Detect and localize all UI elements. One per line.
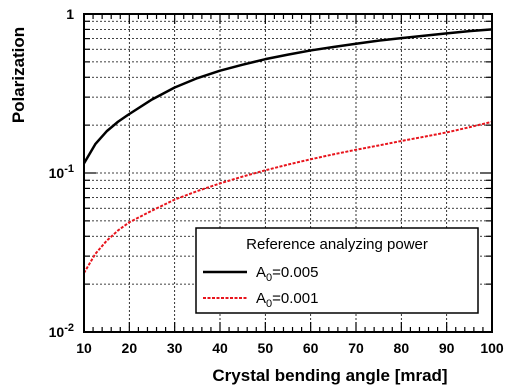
series-line-red bbox=[83, 120, 493, 274]
x-tick-label: 40 bbox=[212, 340, 228, 356]
legend-label-red: A0=0.001 bbox=[256, 290, 318, 310]
x-tick-label: 90 bbox=[439, 340, 455, 356]
legend-label-red-sub: 0 bbox=[266, 298, 272, 310]
y-axis-title: Polarization bbox=[9, 27, 28, 123]
y-tick-labels: 10-2 10-1 1 bbox=[49, 6, 75, 340]
x-tick-label: 100 bbox=[480, 340, 504, 356]
x-tick-label: 30 bbox=[167, 340, 183, 356]
y-tick-label: 10-1 bbox=[49, 163, 74, 181]
x-tick-label: 80 bbox=[394, 340, 410, 356]
x-axis-title: Crystal bending angle [mrad] bbox=[212, 366, 447, 385]
legend-label-black-prefix: A bbox=[256, 264, 266, 281]
legend-label-red-suffix: =0.001 bbox=[272, 290, 318, 307]
legend-label-red-prefix: A bbox=[256, 290, 266, 307]
x-tick-label: 60 bbox=[303, 340, 319, 356]
x-tick-labels: 10 20 30 40 50 60 70 80 90 100 bbox=[76, 340, 504, 356]
legend-title: Reference analyzing power bbox=[246, 236, 428, 253]
series-line-black bbox=[82, 28, 493, 164]
x-tick-label: 10 bbox=[76, 340, 92, 356]
legend: Reference analyzing power A0=0.005 A0=0.… bbox=[195, 227, 479, 314]
x-tick-label: 50 bbox=[258, 340, 274, 356]
y-tick-label: 10-2 bbox=[49, 322, 74, 340]
series-layer bbox=[82, 28, 493, 274]
x-tick-label: 70 bbox=[348, 340, 364, 356]
legend-label-black-sub: 0 bbox=[266, 272, 272, 284]
plot-frame bbox=[83, 13, 493, 333]
y-tick-label: 1 bbox=[66, 6, 74, 22]
legend-label-black: A0=0.005 bbox=[256, 264, 318, 284]
legend-label-black-suffix: =0.005 bbox=[272, 264, 318, 281]
x-tick-label: 20 bbox=[122, 340, 138, 356]
legend-box bbox=[195, 227, 479, 314]
